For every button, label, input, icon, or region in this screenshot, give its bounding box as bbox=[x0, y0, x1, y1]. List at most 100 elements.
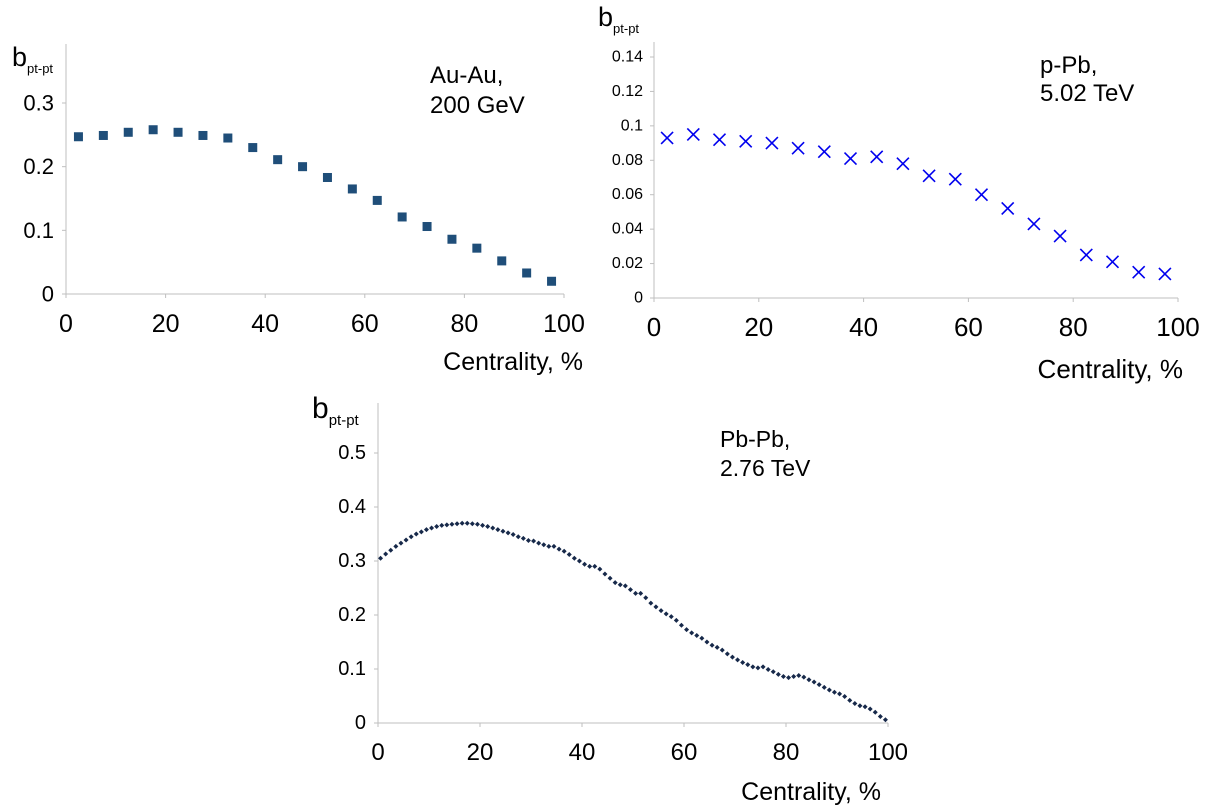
chart-auau: 0 0.1 0.2 0.3 0 20 40 60 80 100 Centrality, % bpt-p… bbox=[12, 42, 585, 376]
data-point bbox=[1027, 217, 1041, 231]
data-point bbox=[429, 525, 435, 531]
data-point bbox=[821, 684, 827, 690]
data-point bbox=[449, 521, 455, 527]
data-point bbox=[464, 520, 470, 526]
data-point bbox=[378, 555, 384, 561]
data-point-stroke bbox=[1132, 265, 1146, 279]
data-point bbox=[660, 131, 674, 145]
data-point bbox=[739, 134, 753, 148]
data-point bbox=[597, 566, 603, 572]
data-point bbox=[444, 522, 450, 528]
x-tick-label: 100 bbox=[1156, 312, 1199, 342]
x-axis-label: Centrality, % bbox=[443, 348, 583, 376]
data-point bbox=[459, 520, 465, 526]
x-tick-label: 80 bbox=[773, 739, 800, 766]
data-point bbox=[817, 145, 831, 159]
annotation-line: Pb-Pb, bbox=[720, 426, 790, 452]
data-point bbox=[123, 127, 133, 137]
data-point bbox=[1053, 229, 1067, 243]
y-tick-label: 0.2 bbox=[23, 154, 54, 179]
data-point bbox=[497, 256, 507, 266]
data-point bbox=[474, 521, 480, 527]
data-point-stroke bbox=[660, 131, 674, 145]
data-point bbox=[843, 151, 858, 166]
x-tick-label: 60 bbox=[954, 312, 983, 342]
y-tick-label: 0.1 bbox=[621, 117, 643, 134]
data-point bbox=[480, 522, 486, 528]
y-tick-label: 0.08 bbox=[612, 152, 643, 169]
x-tick-label: 60 bbox=[351, 310, 379, 338]
data-point bbox=[663, 611, 669, 617]
data-point bbox=[454, 521, 460, 527]
data-point bbox=[408, 534, 414, 540]
data-point bbox=[765, 136, 779, 150]
data-point bbox=[633, 590, 639, 596]
x-tick-label: 20 bbox=[152, 310, 180, 338]
data-point bbox=[485, 523, 491, 529]
annotation-line: 5.02 TeV bbox=[1040, 80, 1134, 107]
data-point bbox=[1001, 201, 1015, 216]
data-point bbox=[546, 543, 552, 549]
data-point bbox=[469, 521, 475, 527]
data-point bbox=[413, 531, 419, 537]
data-point bbox=[393, 543, 399, 549]
data-point bbox=[699, 635, 705, 641]
data-point bbox=[872, 709, 878, 715]
data-point bbox=[398, 540, 404, 546]
data-point bbox=[791, 674, 797, 680]
data-point bbox=[173, 127, 183, 137]
data-point bbox=[1158, 267, 1172, 281]
data-point bbox=[760, 664, 766, 670]
data-point bbox=[98, 130, 108, 140]
x-tick-label: 80 bbox=[1059, 312, 1088, 342]
x-tick-label: 100 bbox=[543, 310, 585, 338]
data-point bbox=[801, 674, 807, 680]
data-point bbox=[831, 689, 837, 695]
data-point bbox=[709, 642, 715, 648]
x-tick-label: 40 bbox=[849, 312, 878, 342]
data-point-stroke bbox=[1053, 229, 1067, 243]
data-point bbox=[724, 651, 730, 657]
data-point bbox=[719, 647, 725, 653]
data-point bbox=[541, 542, 547, 548]
x-tick-label: 60 bbox=[671, 739, 698, 766]
x-tick-label: 20 bbox=[467, 739, 494, 766]
data-point bbox=[515, 534, 521, 540]
data-point bbox=[740, 660, 746, 666]
y-tick-label: 0.3 bbox=[338, 550, 366, 572]
data-point bbox=[403, 537, 409, 543]
data-point bbox=[877, 714, 883, 720]
data-point bbox=[566, 552, 572, 558]
y-tick-label: 0.12 bbox=[612, 83, 643, 100]
y-tick-label: 0.4 bbox=[338, 496, 366, 518]
data-point-stroke bbox=[1027, 217, 1041, 231]
data-point bbox=[882, 717, 888, 723]
data-point bbox=[472, 243, 482, 253]
data-point bbox=[607, 575, 613, 581]
data-point bbox=[826, 687, 832, 693]
data-point bbox=[248, 143, 258, 153]
data-point bbox=[439, 522, 445, 528]
data-point bbox=[500, 528, 506, 534]
data-point bbox=[372, 195, 382, 205]
data-point bbox=[755, 665, 761, 671]
data-point bbox=[536, 540, 542, 546]
data-point bbox=[447, 234, 457, 244]
data-point bbox=[490, 525, 496, 531]
data-point bbox=[837, 691, 843, 697]
x-tick-label: 40 bbox=[569, 739, 596, 766]
y-axis-label-subscript: pt-pt bbox=[613, 21, 639, 36]
data-point bbox=[627, 587, 633, 593]
data-point bbox=[750, 664, 756, 670]
x-tick-label: 0 bbox=[647, 312, 661, 342]
data-point bbox=[780, 674, 786, 680]
y-tick-label: 0.02 bbox=[612, 255, 643, 272]
data-point bbox=[684, 627, 690, 633]
data-point bbox=[786, 675, 792, 681]
data-point bbox=[948, 172, 962, 186]
data-point bbox=[896, 157, 910, 171]
data-point-stroke bbox=[870, 150, 884, 164]
data-point bbox=[576, 558, 582, 564]
data-point bbox=[551, 543, 557, 549]
